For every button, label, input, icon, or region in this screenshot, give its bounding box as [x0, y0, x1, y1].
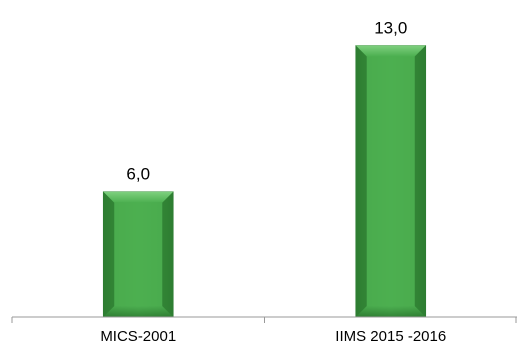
category-label-1: MICS-2001 — [100, 328, 176, 345]
labels-layer: 6,0 MICS-2001 13,0 IIMS 2015 -2016 — [100, 19, 446, 345]
x-axis — [11, 316, 517, 323]
bars-layer — [102, 45, 427, 318]
bar-2 — [355, 45, 427, 318]
data-label-1: 6,0 — [126, 165, 150, 184]
bar-1 — [102, 191, 174, 318]
data-label-2: 13,0 — [374, 19, 407, 38]
category-label-2: IIMS 2015 -2016 — [335, 328, 446, 345]
